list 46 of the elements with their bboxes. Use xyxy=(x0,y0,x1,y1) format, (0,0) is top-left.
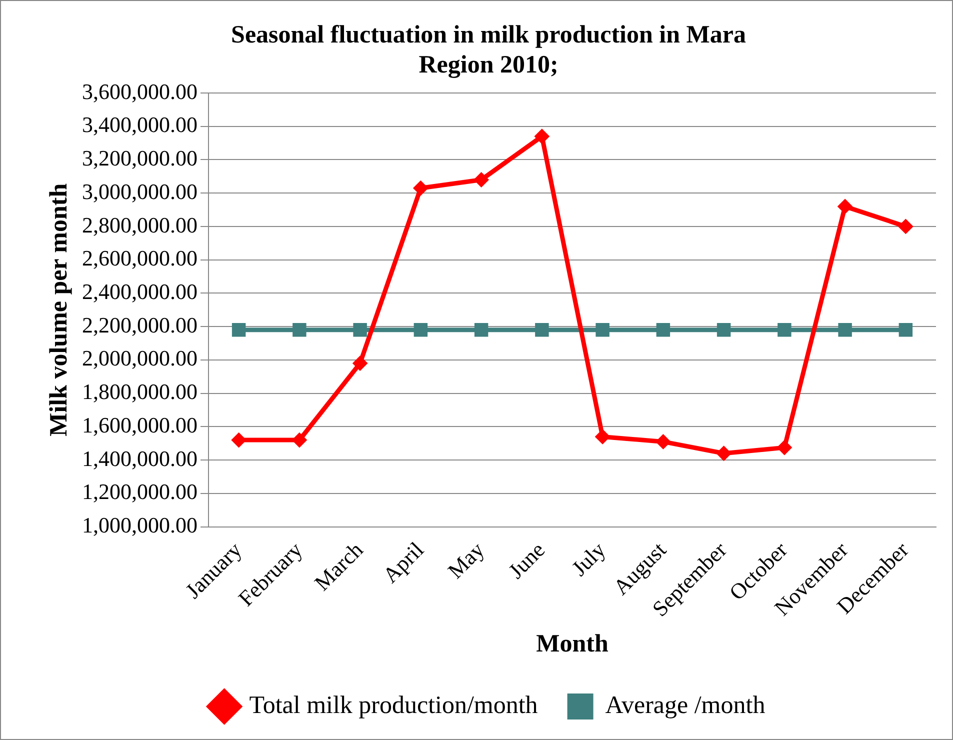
point xyxy=(656,434,671,450)
y-tick-label: 3,000,000.00 xyxy=(82,178,198,204)
point xyxy=(716,323,731,337)
point xyxy=(898,323,913,337)
x-tick-label: June xyxy=(503,537,550,584)
x-tick-label: July xyxy=(566,537,610,581)
y-tick-label: 3,400,000.00 xyxy=(82,112,198,138)
y-tick-label: 1,200,000.00 xyxy=(82,479,198,504)
point xyxy=(838,323,852,337)
y-tick-label: 2,200,000.00 xyxy=(82,312,198,338)
point xyxy=(898,218,914,234)
point xyxy=(292,432,307,448)
legend-label: Total milk production/month xyxy=(249,692,538,720)
y-axis-title: Milk volume per month xyxy=(45,183,72,436)
point xyxy=(474,172,489,188)
point xyxy=(716,446,732,461)
point xyxy=(352,356,368,371)
legend-label: Average /month xyxy=(605,692,766,720)
y-tick-label: 1,800,000.00 xyxy=(82,379,198,404)
y-tick-label: 2,000,000.00 xyxy=(82,346,198,371)
chart-title: Seasonal fluctuation in milk production in Mara Region 2010; xyxy=(231,21,746,78)
point xyxy=(474,323,488,337)
point xyxy=(838,198,853,214)
y-tick-label: 1,000,000.00 xyxy=(82,512,198,538)
point xyxy=(414,323,428,337)
y-tick-label: 2,600,000.00 xyxy=(82,246,198,271)
point xyxy=(595,429,610,444)
y-tick-label: 2,800,000.00 xyxy=(82,212,198,238)
point xyxy=(776,440,792,456)
y-tick-label: 2,400,000.00 xyxy=(82,279,198,304)
point xyxy=(413,180,428,196)
y-tick-label: 1,600,000.00 xyxy=(82,412,198,438)
point xyxy=(231,432,246,448)
point xyxy=(535,323,549,337)
y-tick-label: 1,400,000.00 xyxy=(82,446,198,471)
point xyxy=(353,323,367,337)
point xyxy=(656,323,670,337)
point xyxy=(534,128,550,144)
point xyxy=(232,323,246,337)
y-tick-label: 3,200,000.00 xyxy=(82,146,198,171)
x-axis-title: Month xyxy=(536,630,608,658)
x-tick-label: May xyxy=(442,537,489,584)
point xyxy=(292,323,306,337)
y-tick-label: 3,600,000.00 xyxy=(82,78,198,104)
point xyxy=(778,323,792,337)
point xyxy=(596,323,610,337)
